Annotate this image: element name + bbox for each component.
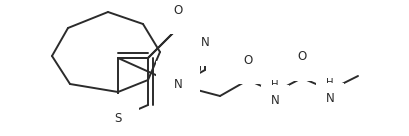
Text: O: O bbox=[173, 4, 183, 16]
Text: N: N bbox=[174, 78, 182, 92]
Text: H: H bbox=[326, 78, 334, 88]
Text: O: O bbox=[297, 50, 307, 64]
Text: N: N bbox=[326, 92, 335, 105]
Text: H: H bbox=[271, 80, 279, 90]
Text: O: O bbox=[243, 53, 253, 67]
Text: N: N bbox=[271, 94, 279, 107]
Text: S: S bbox=[114, 112, 122, 124]
Text: N: N bbox=[201, 35, 209, 49]
